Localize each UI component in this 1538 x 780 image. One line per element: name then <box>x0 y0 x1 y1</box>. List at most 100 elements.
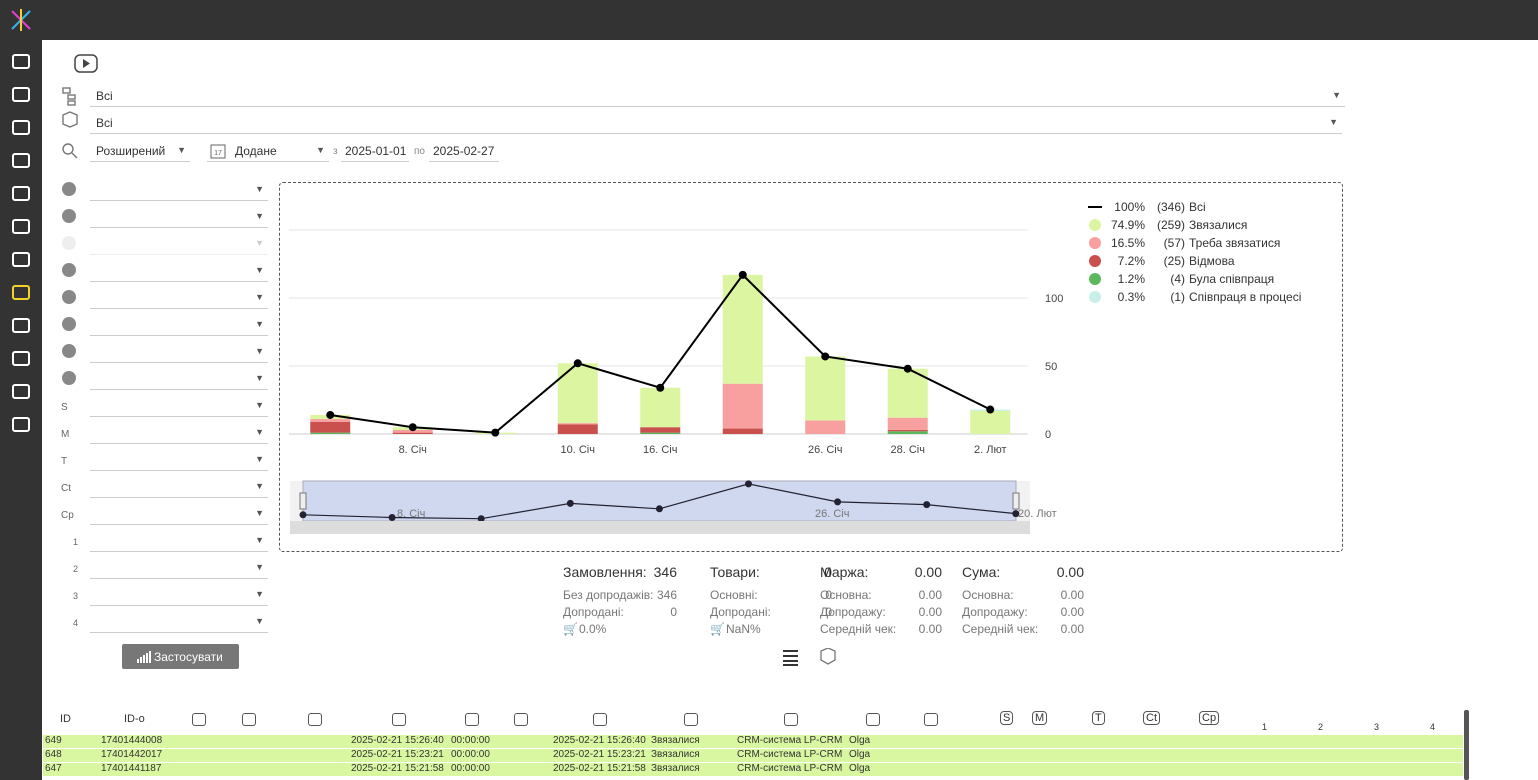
table-cell: 2025-02-21 15:23:21 <box>351 749 444 760</box>
from-label: з <box>333 146 338 157</box>
column-header[interactable]: ID <box>60 713 71 725</box>
filter-icon-label: M <box>61 429 70 440</box>
logo <box>11 9 31 31</box>
column-icon <box>514 713 528 726</box>
navigator-label: 26. Січ <box>815 508 849 520</box>
navigator-point <box>655 505 663 513</box>
column-icon <box>593 713 607 726</box>
sidebar <box>0 40 42 780</box>
product-select[interactable]: Всі ▼ <box>90 113 1342 134</box>
bar-segment <box>722 428 763 434</box>
column-header[interactable]: Cp <box>1199 711 1220 725</box>
view-toggle[interactable] <box>780 648 840 668</box>
legend-swatch <box>1089 255 1101 267</box>
column-header[interactable]: S <box>1000 711 1014 725</box>
bar-segment <box>557 363 598 424</box>
filter-icon <box>62 317 76 331</box>
column-header[interactable]: Ct <box>1143 711 1160 725</box>
filter-select[interactable]: ▼ <box>90 531 268 552</box>
legend-percent: 0.3% <box>1118 290 1146 304</box>
select-arrow: ▼ <box>255 535 264 545</box>
sidebar-icon <box>12 318 30 333</box>
column-header[interactable]: ID-o <box>124 713 145 725</box>
filter-icon <box>62 209 76 223</box>
filter-select[interactable]: ▼ <box>90 234 268 255</box>
table-cell: 2025-02-21 15:23:21 <box>553 749 646 760</box>
table-cell: 2025-02-21 15:21:58 <box>351 763 444 774</box>
search-mode-select[interactable]: Розширений ▼ <box>90 141 190 162</box>
summary-value: 0.00 <box>1056 564 1084 580</box>
select-arrow: ▼ <box>255 319 264 329</box>
date-value: 2025-02-27 <box>433 144 495 158</box>
column-icon <box>242 713 256 726</box>
filter-select[interactable]: ▼ <box>90 261 268 282</box>
filter-select[interactable]: ▼ <box>90 207 268 228</box>
to-label: по <box>414 146 425 157</box>
to-date[interactable]: 2025-02-27 <box>429 141 499 162</box>
legend-swatch <box>1089 237 1101 249</box>
filter-select[interactable]: ▼ <box>90 288 268 309</box>
filter-select[interactable]: ▼ <box>90 342 268 363</box>
navigator-scrollbar <box>290 521 1030 534</box>
summary-row-value: 0.00 <box>1060 622 1084 636</box>
line-point <box>738 270 747 279</box>
chart: 0 50 100 8. Січ 10. Січ 16. Січ 26. Січ 28. Січ… <box>289 200 1301 534</box>
column-header[interactable]: 1 <box>1262 722 1268 732</box>
filter-select[interactable]: ▼ <box>90 396 268 417</box>
filter-select[interactable]: ▼ <box>90 180 268 201</box>
date-field-select[interactable]: Додане ▼ <box>207 141 329 162</box>
bar-segment <box>887 431 928 434</box>
sidebar-icon <box>12 186 30 201</box>
calendar-icon: 17 <box>210 144 226 159</box>
summary-row-value: 0 <box>825 588 832 602</box>
navigator-point <box>1012 510 1020 518</box>
bar-segment <box>805 420 846 434</box>
filter-select[interactable]: ▼ <box>90 612 268 633</box>
bar-segment <box>805 356 846 421</box>
from-date[interactable]: 2025-01-01 <box>341 141 409 162</box>
line-point <box>491 428 500 437</box>
column-header[interactable]: 3 <box>1374 722 1380 732</box>
filter-icon-label: Ct <box>61 483 71 494</box>
table-row <box>43 735 1463 749</box>
summary-row-value: 346 <box>656 588 677 602</box>
video-button[interactable] <box>74 54 100 74</box>
filter-icon <box>62 290 76 304</box>
column-header[interactable]: M <box>1032 711 1048 725</box>
summary-row-value: 0.00 <box>918 605 942 619</box>
select-arrow: ▼ <box>255 427 264 437</box>
bar-segment <box>392 432 433 434</box>
filter-select[interactable]: ▼ <box>90 585 268 606</box>
table-cell: CRM-система LP-CRM <box>737 763 843 774</box>
filter-select[interactable]: ▼ <box>90 315 268 336</box>
y-tick-label: 100 <box>1045 293 1063 305</box>
apply-button[interactable]: Застосувати <box>122 644 239 669</box>
column-header[interactable]: 2 <box>1318 722 1324 732</box>
bar-segment <box>722 383 763 429</box>
filter-select[interactable]: ▼ <box>90 477 268 498</box>
select-arrow: ▼ <box>255 454 264 464</box>
branch-select[interactable]: Всі ▼ <box>90 86 1345 107</box>
summary-row-value: 0.00 <box>918 622 942 636</box>
table-cell: 17401442017 <box>101 749 163 760</box>
select-arrow: ▼ <box>255 373 264 383</box>
select-arrow: ▼ <box>255 265 264 275</box>
column-icon <box>866 713 880 726</box>
y-tick-label: 50 <box>1045 361 1057 373</box>
filter-select[interactable]: ▼ <box>90 450 268 471</box>
table-cell: 2025-02-21 15:26:40 <box>553 735 646 746</box>
scrollbar[interactable] <box>1464 710 1469 780</box>
filter-select[interactable]: ▼ <box>90 369 268 390</box>
column-header[interactable]: 4 <box>1430 722 1436 732</box>
legend-swatch <box>1089 273 1101 285</box>
bar-segment <box>557 423 598 425</box>
x-tick-label: 28. Січ <box>891 444 925 456</box>
sidebar-icon <box>12 54 30 69</box>
navigator-point <box>745 480 752 488</box>
column-header[interactable]: T <box>1092 711 1105 725</box>
navigator-label: 8. Січ <box>397 508 425 520</box>
svg-text:17: 17 <box>214 150 222 157</box>
filter-select[interactable]: ▼ <box>90 558 268 579</box>
filter-select[interactable]: ▼ <box>90 423 268 444</box>
filter-select[interactable]: ▼ <box>90 504 268 525</box>
